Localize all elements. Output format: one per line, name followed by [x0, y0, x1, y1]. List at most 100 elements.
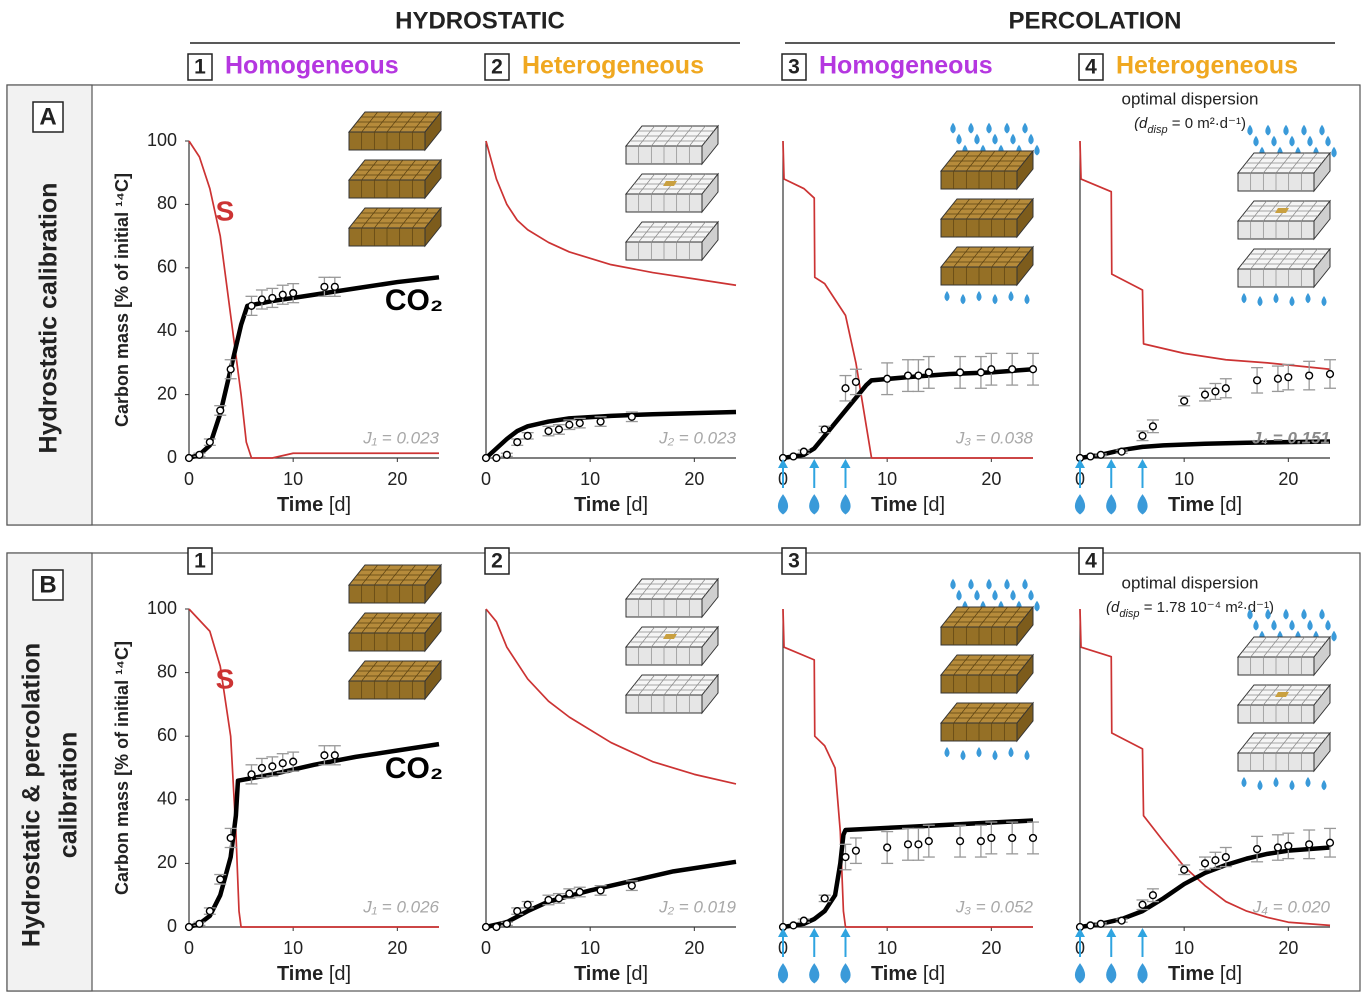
release-line	[1079, 608, 1331, 927]
row-label-panel	[6, 552, 93, 992]
soil-layer	[939, 245, 1035, 287]
observation	[1305, 840, 1314, 849]
water-drop	[992, 133, 998, 145]
water-drop	[1271, 619, 1277, 631]
observation	[1086, 921, 1095, 930]
observation	[565, 420, 574, 429]
fit-label: J₂ = 0.023	[658, 428, 736, 447]
x-tick-label: 10	[283, 469, 303, 489]
x-axis-label-part: [d]	[323, 494, 351, 516]
soil-layer	[624, 625, 720, 667]
pulse-drop	[809, 963, 820, 984]
row-letter: B	[39, 571, 56, 598]
observation	[1252, 844, 1262, 854]
observation	[1008, 365, 1017, 374]
observation	[544, 895, 553, 905]
x-axis-label-part: Time	[277, 494, 323, 516]
fit-label: J₂ = 0.019	[658, 897, 736, 916]
panel-number-box	[484, 53, 510, 81]
observation	[1008, 833, 1017, 843]
water-drop	[1022, 122, 1028, 134]
release-line	[485, 140, 737, 287]
observation	[205, 906, 214, 916]
observation	[851, 846, 861, 855]
observation	[268, 762, 277, 771]
x-axis-label-part: Time	[277, 963, 323, 985]
pulse-arrowhead	[809, 459, 820, 468]
pulse-arrowhead	[1075, 459, 1085, 468]
layer-side	[424, 563, 442, 605]
panel-number-box	[781, 547, 807, 575]
fit-label: J₁ = 0.023	[362, 428, 439, 447]
x-axis-label: Time [d]	[277, 494, 351, 516]
observation	[278, 759, 287, 768]
y-tick-label: 100	[147, 130, 177, 150]
observation	[523, 900, 532, 909]
soil-layer	[624, 673, 720, 715]
water-drop	[986, 122, 992, 134]
y-tick-label: 100	[147, 598, 177, 618]
layer-side	[424, 110, 442, 152]
pulse-arrowhead	[1137, 459, 1148, 468]
soil-layer	[939, 701, 1035, 743]
x-tick-label: 10	[283, 938, 303, 958]
series-label: S	[216, 663, 235, 694]
release-line	[188, 608, 439, 928]
observation	[184, 922, 194, 932]
panel-label: Heterogeneous	[1116, 52, 1298, 80]
water-drop	[1325, 135, 1331, 147]
water-drop	[956, 589, 962, 601]
observation	[1284, 373, 1293, 382]
x-tick-label: 20	[387, 469, 407, 489]
x-axis-label: Time [d]	[574, 963, 648, 985]
observation	[1200, 390, 1210, 399]
observation	[565, 889, 574, 898]
soil-layer	[939, 149, 1035, 191]
observation	[1148, 891, 1158, 900]
pulse-drop	[1137, 494, 1148, 515]
x-tick-label: 20	[1278, 469, 1298, 489]
x-axis-label-part: Time	[871, 963, 917, 985]
fit-label: J₄ = 0.151	[1252, 428, 1330, 447]
layer-side	[1313, 683, 1331, 725]
panel-number: 4	[1085, 56, 1097, 79]
layer-side	[1313, 731, 1331, 773]
soil-layer	[939, 653, 1035, 695]
soil-layer	[624, 124, 720, 166]
observation	[492, 453, 501, 463]
y-tick-label: 60	[157, 725, 177, 745]
observation	[1273, 843, 1283, 852]
x-axis-label: Time [d]	[871, 963, 945, 985]
water-drop	[944, 291, 950, 302]
water-drop	[976, 747, 982, 758]
water-drop	[960, 750, 966, 761]
layer-patch	[663, 181, 677, 186]
water-drop	[944, 747, 950, 758]
water-drop	[1289, 135, 1295, 147]
layer-patch	[1275, 208, 1289, 213]
x-tick-label: 0	[184, 469, 194, 489]
model-line	[782, 366, 1034, 461]
observation	[1200, 859, 1210, 868]
water-drop	[986, 578, 992, 590]
layer-side	[1016, 653, 1034, 695]
dispersion-rest: = 0 m²·d⁻¹)	[1168, 115, 1246, 132]
observation	[1325, 838, 1335, 847]
pulse-arrowhead	[840, 459, 851, 468]
observation	[1028, 365, 1038, 374]
x-axis-label-part: Time	[1168, 494, 1214, 516]
observation	[627, 881, 636, 890]
observation	[596, 886, 605, 895]
x-axis-label-part: Time	[1168, 963, 1214, 985]
water-drop	[1305, 293, 1311, 304]
observation	[247, 301, 256, 310]
observation	[955, 368, 965, 377]
observation	[627, 412, 636, 421]
observation	[278, 290, 287, 299]
layer-side	[701, 172, 719, 214]
water-drop	[1289, 296, 1295, 307]
observation	[955, 837, 965, 846]
series-label: S	[216, 195, 235, 226]
water-drop	[1273, 777, 1279, 788]
row-label: Hydrostatic calibration	[35, 183, 63, 454]
